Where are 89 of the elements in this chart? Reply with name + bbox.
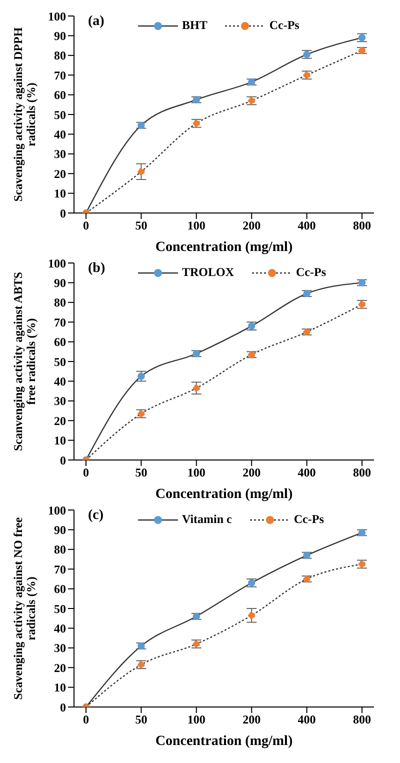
- point: [138, 122, 145, 129]
- legend-label: Cc-Ps: [296, 265, 326, 280]
- x-tick-label: 800: [353, 712, 371, 727]
- point: [192, 350, 200, 358]
- point: [248, 322, 256, 330]
- point: [303, 328, 310, 336]
- point: [248, 351, 256, 358]
- y-tick-label: 70: [54, 315, 66, 330]
- x-tick-label: 50: [135, 218, 148, 233]
- point: [303, 552, 310, 559]
- chart-title: (a): [88, 14, 104, 30]
- x-tick-label: 100: [187, 712, 206, 727]
- y-axis-title: Scavenging activity against NO free radicals (%): [11, 516, 38, 700]
- y-tick-label: 30: [54, 641, 66, 656]
- x-tick-label: 200: [242, 466, 261, 480]
- legend-label: TROLOX: [182, 265, 234, 280]
- y-tick-label: 20: [54, 660, 66, 675]
- y-tick-label: 100: [48, 256, 66, 270]
- x-tick-label: 800: [353, 218, 371, 233]
- y-tick-label: 70: [54, 562, 66, 576]
- y-tick-label: 10: [54, 186, 66, 201]
- x-tick-label: 400: [298, 466, 316, 480]
- legend-label: Vitamin c: [182, 512, 232, 527]
- y-tick-label: 100: [48, 9, 66, 24]
- point: [192, 120, 200, 127]
- y-tick-label: 60: [54, 335, 66, 350]
- x-tick-label: 200: [242, 218, 261, 233]
- point: [303, 575, 310, 583]
- point: [248, 78, 256, 86]
- y-tick-label: 10: [54, 434, 66, 448]
- x-axis-title: Concentration (mg/ml): [155, 240, 293, 255]
- legend-label: BHT: [182, 18, 208, 33]
- y-tick-label: 30: [54, 394, 66, 408]
- y-tick-label: 50: [54, 108, 66, 122]
- y-tick-label: 90: [54, 28, 66, 43]
- y-tick-label: 40: [54, 621, 66, 636]
- legend-label: Cc-Ps: [294, 512, 324, 527]
- y-tick-label: 80: [54, 296, 66, 310]
- x-tick-label: 50: [135, 466, 148, 480]
- y-tick-label: 50: [54, 354, 66, 369]
- x-tick-label: 400: [298, 218, 316, 233]
- x-tick-label: 50: [135, 712, 148, 727]
- y-tick-label: 40: [54, 127, 66, 142]
- y-tick-label: 50: [54, 602, 66, 616]
- y-axis-title: Scavenging activity against DPPH radicals (%): [11, 26, 38, 202]
- point: [248, 612, 256, 619]
- y-tick-label: 100: [48, 503, 66, 518]
- y-tick-label: 0: [60, 206, 66, 220]
- chart-title: (b): [88, 261, 106, 277]
- point: [192, 384, 200, 392]
- point: [138, 661, 145, 668]
- point: [248, 579, 256, 586]
- x-tick-label: 0: [83, 218, 89, 233]
- y-tick-label: 20: [54, 166, 66, 181]
- y-tick-label: 40: [54, 374, 66, 388]
- point: [138, 642, 145, 650]
- y-tick-label: 90: [54, 522, 66, 537]
- point: [303, 72, 310, 79]
- point: [192, 640, 200, 648]
- x-tick-label: 100: [187, 218, 206, 233]
- y-tick-label: 0: [60, 453, 66, 468]
- x-tick-label: 0: [83, 466, 89, 480]
- point: [248, 97, 256, 104]
- y-tick-label: 70: [54, 68, 66, 82]
- x-tick-label: 400: [298, 712, 316, 727]
- y-tick-label: 30: [54, 147, 66, 162]
- x-tick-label: 200: [242, 712, 261, 727]
- x-tick-label: 800: [353, 466, 371, 480]
- point: [138, 168, 145, 176]
- x-axis-title: Concentration (mg/ml): [155, 487, 293, 502]
- point: [138, 410, 145, 418]
- y-tick-label: 80: [54, 542, 66, 557]
- y-tick-label: 80: [54, 48, 66, 63]
- y-tick-label: 90: [54, 276, 66, 290]
- y-tick-label: 60: [54, 582, 66, 596]
- y-tick-label: 60: [54, 88, 66, 102]
- x-axis-title: Concentration (mg/ml): [155, 734, 293, 749]
- y-tick-label: 20: [54, 414, 66, 428]
- chart-title: (c): [88, 508, 104, 524]
- point: [192, 96, 200, 104]
- point: [303, 50, 310, 58]
- point: [192, 612, 200, 620]
- y-axis-title: Scanvenging activity against ABTS free radicals (%): [11, 272, 38, 452]
- y-tick-label: 0: [60, 700, 66, 714]
- x-tick-label: 0: [83, 712, 89, 727]
- x-tick-label: 100: [187, 466, 206, 480]
- legend-label: Cc-Ps: [269, 18, 300, 33]
- y-tick-label: 10: [54, 680, 66, 695]
- point: [303, 290, 310, 298]
